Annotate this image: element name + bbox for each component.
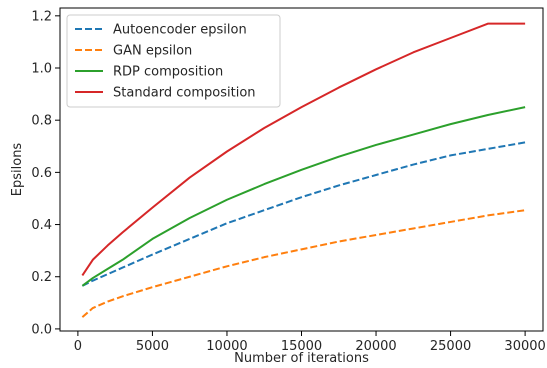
y-axis-label: Epsilons: [10, 143, 25, 197]
axes-layer: 0 5000 10000 15000 20000 25000 30000 0.0 0.2 0.4 0…: [31, 7, 546, 354]
x-tick-label: 5000: [136, 339, 169, 354]
legend-box: [66, 14, 281, 108]
y-tick-label: 1.2: [31, 9, 52, 24]
x-tick-label: 10000: [206, 339, 247, 354]
x-tick-label: 15000: [281, 339, 322, 354]
x-axis-label: Number of iterations: [234, 351, 369, 366]
series-line-2: [81, 106, 526, 287]
series-layer: [81, 22, 526, 318]
y-tick-label: 1.0: [31, 62, 52, 77]
y-tick-label: 0.2: [31, 270, 52, 285]
series-line-3: [81, 22, 526, 276]
series-line-0: [81, 141, 526, 287]
legend-label-0: Autoencoder epsilon: [113, 23, 247, 38]
legend: Autoencoder epsilon GAN epsilon RDP compos…: [66, 14, 281, 108]
y-tick-label: 0.8: [31, 114, 52, 129]
x-tick-label: 20000: [355, 339, 396, 354]
legend-label-3: Standard composition: [113, 86, 256, 101]
y-tick-label: 0.6: [31, 166, 52, 181]
x-tick-label: 30000: [504, 339, 545, 354]
y-tick-label: 0.0: [31, 322, 52, 337]
x-tick-label: 0: [74, 339, 82, 354]
legend-label-1: GAN epsilon: [113, 44, 192, 59]
x-tick-label: 25000: [430, 339, 471, 354]
y-tick-label: 0.4: [31, 218, 52, 233]
legend-label-2: RDP composition: [113, 65, 223, 80]
series-line-1: [81, 209, 526, 318]
